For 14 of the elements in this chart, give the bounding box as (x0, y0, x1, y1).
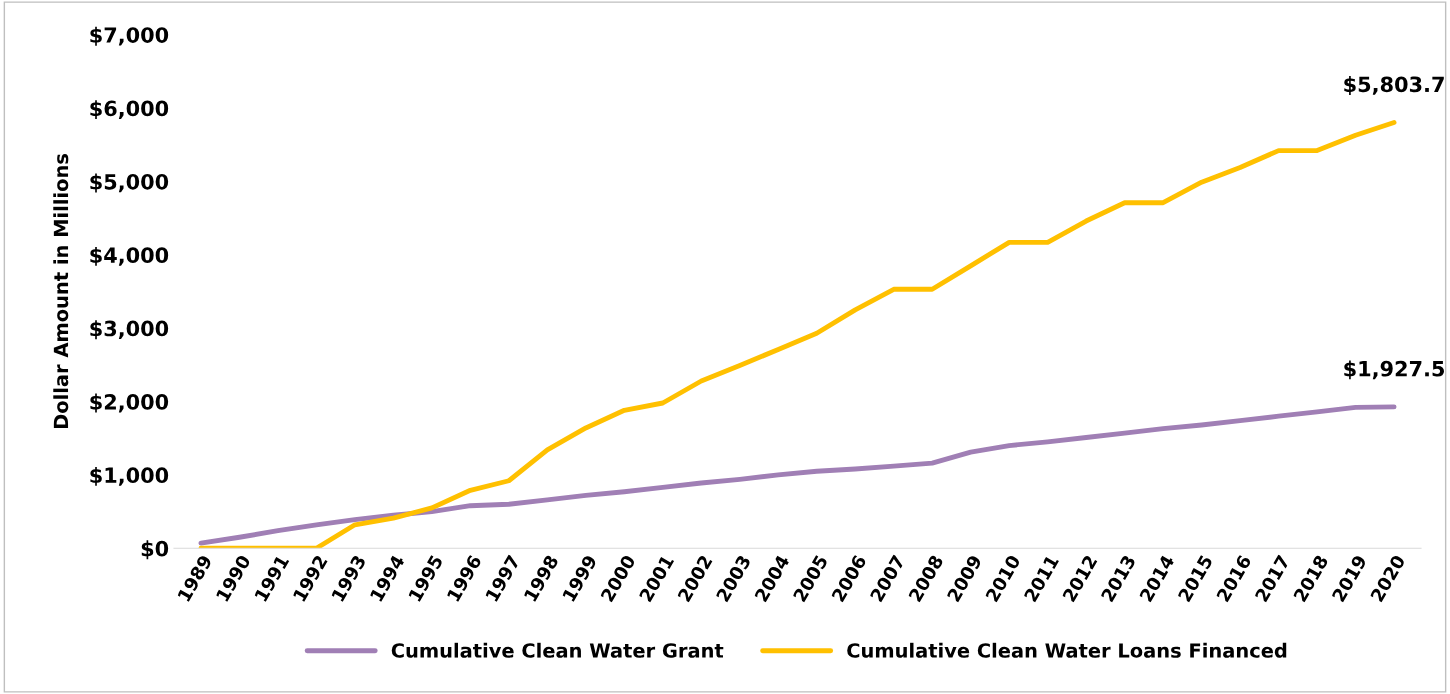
annotation: $1,927.5 (1344, 360, 1445, 380)
y-tick-label: $2,000 (90, 393, 169, 413)
y-tick-label: $3,000 (90, 320, 169, 340)
y-tick-label: $6,000 (90, 100, 169, 120)
y-tick-label: $7,000 (90, 26, 169, 46)
y-axis-title: Dollar Amount in Millions (53, 154, 69, 429)
legend-label: Cumulative Clean Water Grant (391, 642, 724, 658)
y-tick-label: $1,000 (90, 466, 169, 486)
y-tick-label: $4,000 (90, 246, 169, 266)
annotation: $5,803.7 (1344, 76, 1444, 95)
y-tick-label: $5,000 (90, 173, 169, 193)
line-series (198, 404, 1397, 546)
y-tick-label: $0 (141, 540, 169, 560)
legend-label: Cumulative Clean Water Loans Financed (847, 642, 1287, 658)
